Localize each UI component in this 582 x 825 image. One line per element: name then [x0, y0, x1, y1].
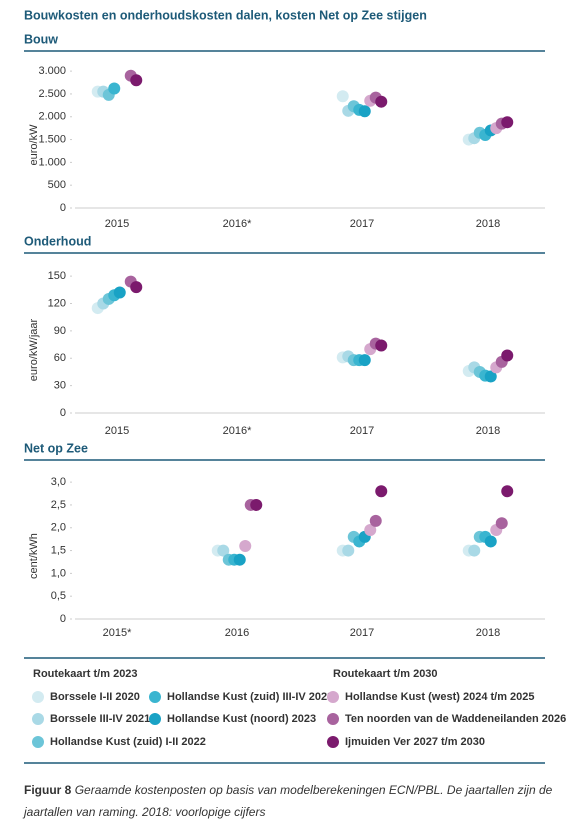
y-axis-label: cent/kWh	[28, 533, 40, 579]
legend-label: Ijmuiden Ver 2027 t/m 2030	[345, 736, 485, 748]
x-tick-label: 2017	[350, 627, 374, 639]
legend-swatch	[149, 691, 161, 703]
x-tick-label: 2018	[476, 627, 500, 639]
y-tick-label: 1.000	[38, 156, 66, 168]
x-tick-label: 2015	[105, 425, 129, 437]
caption-label: Figuur 8	[24, 783, 72, 797]
legend-label: Ten noorden van de Waddeneilanden 2026	[345, 713, 566, 725]
legend-label: Borssele I-II 2020	[50, 691, 140, 703]
y-tick-label: 2,0	[51, 522, 66, 534]
legend-swatch	[149, 713, 161, 725]
y-tick-label: 0	[60, 202, 66, 214]
y-tick-label: 1,0	[51, 567, 66, 579]
y-tick-label: 0,5	[51, 590, 66, 602]
dot	[375, 95, 388, 108]
figure: Bouwkosten en onderhoudskosten dalen, ko…	[24, 8, 566, 764]
dot	[369, 514, 382, 527]
y-tick-label: 500	[48, 179, 66, 191]
y-tick-label: 30	[54, 380, 66, 392]
dot	[336, 90, 349, 103]
caption: Figuur 8 Geraamde kostenposten op basis …	[24, 779, 559, 823]
x-tick-label: 2018	[476, 425, 500, 437]
y-tick-label: 3.000	[38, 65, 66, 77]
legend-swatch	[32, 713, 44, 725]
x-tick-label: 2017	[350, 218, 374, 230]
legend-swatch	[327, 691, 339, 703]
panel-title: Bouw	[24, 32, 58, 46]
y-axis-label: euro/kW/jaar	[28, 318, 40, 381]
y-tick-label: 60	[54, 352, 66, 364]
y-axis-label: euro/kW	[28, 124, 40, 166]
dot	[108, 82, 121, 95]
dot	[468, 544, 481, 557]
caption-text: Geraamde kostenposten op basis van model…	[24, 783, 553, 819]
y-tick-label: 90	[54, 325, 66, 337]
x-tick-label: 2016*	[223, 218, 252, 230]
x-tick-label: 2017	[350, 425, 374, 437]
dot	[130, 281, 143, 294]
y-tick-label: 2.000	[38, 111, 66, 123]
legend-label: Borssele III-IV 2021	[50, 713, 150, 725]
y-tick-label: 1.500	[38, 133, 66, 145]
y-tick-label: 150	[48, 270, 66, 282]
dot	[239, 540, 252, 552]
y-tick-label: 0	[60, 613, 66, 625]
dot	[358, 105, 371, 118]
legend-label: Hollandse Kust (west) 2024 t/m 2025	[345, 691, 535, 703]
legend-swatch	[32, 691, 44, 703]
dot	[501, 349, 514, 362]
y-tick-label: 2,5	[51, 499, 66, 511]
legend-label: Hollandse Kust (zuid) I-II 2022	[50, 736, 206, 748]
legend-group-title: Routekaart t/m 2030	[333, 668, 438, 680]
y-tick-label: 2.500	[38, 88, 66, 100]
legend-group-title: Routekaart t/m 2023	[33, 668, 138, 680]
dot	[342, 544, 355, 557]
y-tick-label: 1,5	[51, 544, 66, 556]
y-tick-label: 0	[60, 407, 66, 419]
dot	[484, 370, 497, 383]
x-tick-label: 2015	[105, 218, 129, 230]
dot	[501, 485, 514, 498]
dot	[217, 544, 230, 557]
legend-swatch	[327, 736, 339, 748]
legend-label: Hollandse Kust (zuid) III-IV 2023	[167, 691, 333, 703]
dot	[113, 286, 126, 299]
dot	[364, 524, 377, 537]
legend-swatch	[32, 736, 44, 748]
legend-label: Hollandse Kust (noord) 2023	[167, 713, 316, 725]
y-tick-label: 3,0	[51, 476, 66, 488]
x-tick-label: 2018	[476, 218, 500, 230]
dot	[250, 498, 263, 511]
dot	[495, 517, 508, 530]
dot	[484, 535, 497, 548]
figure-title: Bouwkosten en onderhoudskosten dalen, ko…	[24, 8, 427, 22]
x-tick-label: 2016*	[223, 425, 252, 437]
dot	[375, 339, 388, 352]
dot	[358, 354, 371, 367]
x-tick-label: 2016	[225, 627, 249, 639]
y-tick-label: 120	[48, 297, 66, 309]
dot	[501, 116, 514, 129]
panel-title: Net op Zee	[24, 441, 88, 455]
dot	[130, 74, 143, 87]
dot	[375, 485, 388, 498]
dot	[233, 553, 246, 566]
panel-title: Onderhoud	[24, 234, 91, 248]
legend-swatch	[327, 713, 339, 725]
x-tick-label: 2015*	[103, 627, 132, 639]
